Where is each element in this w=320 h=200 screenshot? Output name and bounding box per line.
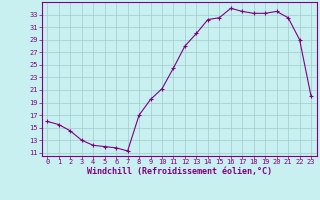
X-axis label: Windchill (Refroidissement éolien,°C): Windchill (Refroidissement éolien,°C) <box>87 167 272 176</box>
